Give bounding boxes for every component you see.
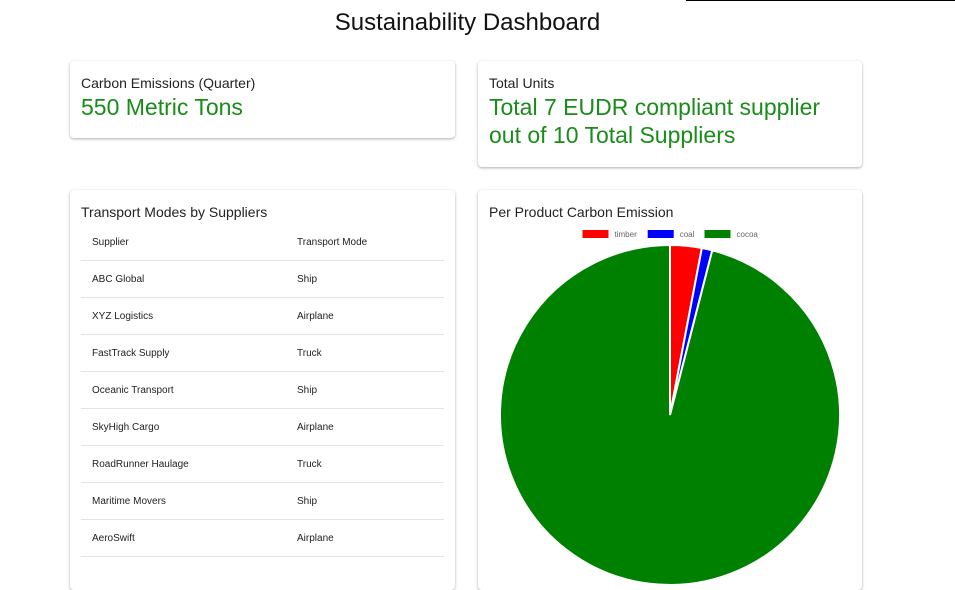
pie-slice-cocoa: [499, 243, 841, 586]
table-row: AeroSwift Airplane: [81, 520, 444, 557]
transport-modes-title: Transport Modes by Suppliers: [81, 204, 268, 220]
supplier-cell: FastTrack Supply: [92, 347, 170, 359]
carbon-emissions-card: Carbon Emissions (Quarter) 550 Metric To…: [70, 61, 455, 138]
total-units-label: Total Units: [489, 75, 555, 91]
total-units-value-line1: Total 7 EUDR compliant supplier: [489, 94, 821, 120]
supplier-cell: Oceanic Transport: [92, 384, 174, 396]
top-border-line: [686, 0, 955, 1]
legend-swatch-cocoa[interactable]: [704, 230, 731, 238]
table-row: SkyHigh Cargo Airplane: [81, 409, 444, 446]
supplier-cell: XYZ Logistics: [92, 310, 154, 322]
supplier-cell: SkyHigh Cargo: [92, 421, 160, 433]
total-units-card: Total Units Total 7 EUDR compliant suppl…: [478, 61, 862, 167]
transport-mode-cell: Truck: [297, 458, 322, 470]
transport-mode-cell: Ship: [297, 384, 318, 396]
transport-mode-cell: Airplane: [297, 532, 334, 544]
table-row: XYZ Logistics Airplane: [81, 298, 444, 335]
table-row: FastTrack Supply Truck: [81, 335, 444, 372]
legend-label-cocoa[interactable]: cocoa: [737, 230, 759, 239]
supplier-cell: RoadRunner Haulage: [92, 458, 189, 470]
table-row: RoadRunner Haulage Truck: [81, 446, 444, 483]
table-row: Oceanic Transport Ship: [81, 372, 444, 409]
transport-mode-cell: Airplane: [297, 310, 334, 322]
table-row: ABC Global Ship: [81, 261, 444, 298]
transport-modes-card: Transport Modes by Suppliers Supplier Tr…: [70, 190, 455, 590]
transport-mode-cell: Ship: [297, 273, 318, 285]
transport-mode-cell: Ship: [297, 495, 318, 507]
supplier-cell: ABC Global: [92, 273, 145, 285]
legend-label-coal[interactable]: coal: [680, 230, 695, 239]
transport-mode-cell: Airplane: [297, 421, 334, 433]
transport-mode-cell: Truck: [297, 347, 322, 359]
column-header-transport-mode: Transport Mode: [297, 237, 368, 248]
transport-table: Supplier Transport Mode ABC Global Ship …: [81, 225, 444, 557]
legend-label-timber[interactable]: timber: [615, 230, 638, 239]
carbon-emission-chart-card: Per Product Carbon Emission timber coal co…: [478, 190, 862, 590]
total-units-value-line2: out of 10 Total Suppliers: [489, 122, 736, 148]
table-header-row: Supplier Transport Mode: [81, 225, 444, 261]
table-row: Maritime Movers Ship: [81, 483, 444, 520]
page-title: Sustainability Dashboard: [334, 9, 601, 36]
chart-title: Per Product Carbon Emission: [489, 204, 674, 220]
legend-swatch-timber[interactable]: [582, 230, 609, 238]
legend-swatch-coal[interactable]: [647, 230, 674, 238]
pie-chart: timber coal cocoa: [499, 230, 841, 586]
supplier-cell: AeroSwift: [92, 532, 135, 544]
column-header-supplier: Supplier: [92, 237, 129, 248]
supplier-cell: Maritime Movers: [92, 495, 166, 507]
carbon-emissions-value: 550 Metric Tons: [81, 94, 243, 120]
carbon-emissions-label: Carbon Emissions (Quarter): [81, 75, 256, 91]
